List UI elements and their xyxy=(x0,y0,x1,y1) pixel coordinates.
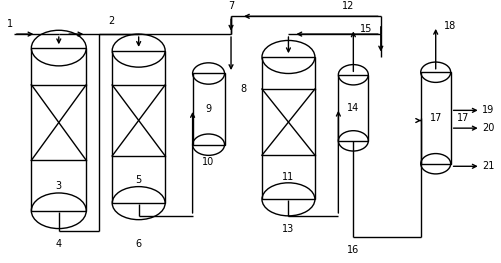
Text: 18: 18 xyxy=(443,21,455,31)
Text: 17: 17 xyxy=(429,113,441,123)
Text: 7: 7 xyxy=(227,1,233,11)
Bar xyxy=(420,72,450,164)
Bar xyxy=(192,73,224,145)
Text: 4: 4 xyxy=(56,239,62,249)
Bar xyxy=(112,50,165,203)
Bar xyxy=(338,75,368,141)
Text: 9: 9 xyxy=(205,104,211,114)
Text: 6: 6 xyxy=(135,239,141,249)
Text: 21: 21 xyxy=(481,161,493,171)
Text: 13: 13 xyxy=(282,224,294,234)
Text: 1: 1 xyxy=(8,19,14,29)
Text: 12: 12 xyxy=(342,1,354,11)
Text: 19: 19 xyxy=(481,105,493,115)
Text: 14: 14 xyxy=(347,103,359,113)
Bar xyxy=(262,57,314,199)
Text: 16: 16 xyxy=(347,245,359,255)
Text: 3: 3 xyxy=(56,181,62,191)
Text: 2: 2 xyxy=(108,16,114,26)
Text: 11: 11 xyxy=(282,172,294,182)
Text: 15: 15 xyxy=(359,23,371,33)
Bar xyxy=(31,48,86,211)
Text: 5: 5 xyxy=(135,175,141,185)
Text: 8: 8 xyxy=(240,84,246,94)
Text: 20: 20 xyxy=(481,123,493,133)
Text: 17: 17 xyxy=(456,113,468,123)
Text: 10: 10 xyxy=(202,158,214,168)
